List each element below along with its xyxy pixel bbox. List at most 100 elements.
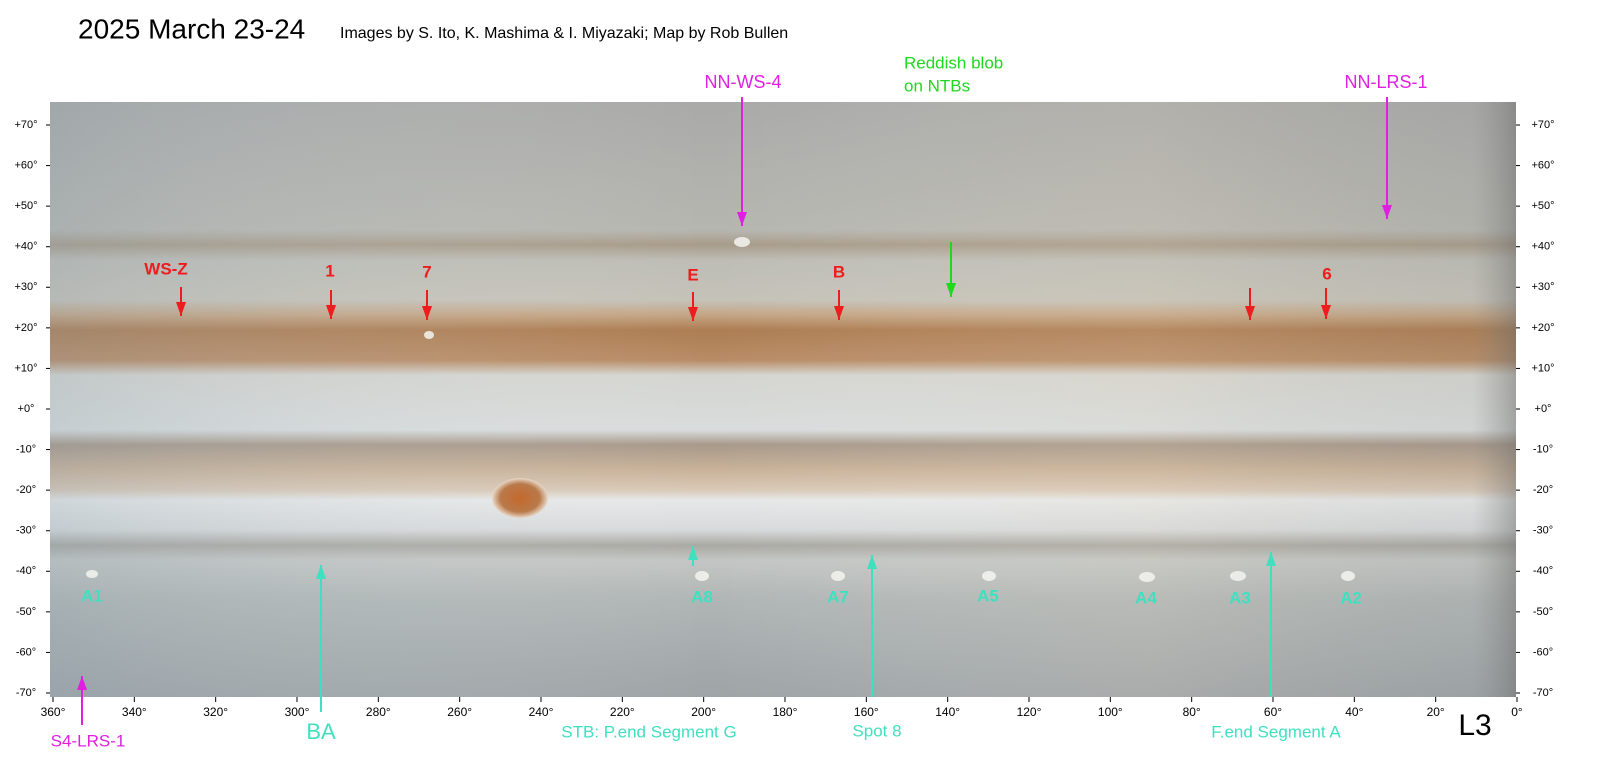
oval bbox=[831, 571, 845, 581]
lat-label: +30° bbox=[1531, 281, 1554, 293]
lon-label: 360° bbox=[41, 705, 66, 719]
lat-label: -10° bbox=[1533, 443, 1553, 455]
oval bbox=[1139, 572, 1155, 582]
oval bbox=[695, 571, 709, 581]
lat-label: +0° bbox=[18, 403, 35, 415]
annotation-label: 6 bbox=[1322, 264, 1331, 283]
lon-label: 280° bbox=[366, 705, 391, 719]
lat-label: +50° bbox=[14, 200, 37, 212]
arrow-head bbox=[946, 283, 956, 297]
lon-label: 200° bbox=[691, 705, 716, 719]
annotation-label: A1 bbox=[81, 586, 103, 605]
lat-label: -30° bbox=[1533, 525, 1553, 537]
lon-label: 100° bbox=[1098, 705, 1123, 719]
annotation-label: A3 bbox=[1229, 588, 1251, 607]
lat-label: +10° bbox=[14, 362, 37, 374]
annotation-label: STB: P.end Segment G bbox=[561, 722, 736, 741]
annotation-label: NN-WS-4 bbox=[705, 72, 782, 92]
lon-label: 60° bbox=[1264, 705, 1282, 719]
lon-label: 240° bbox=[529, 705, 554, 719]
arrow-head bbox=[688, 546, 698, 560]
lat-label: -20° bbox=[1533, 484, 1553, 496]
annotation-label: on NTBs bbox=[904, 76, 970, 95]
lon-label: 340° bbox=[122, 705, 147, 719]
oval bbox=[982, 571, 996, 581]
lat-label: -50° bbox=[1533, 606, 1553, 618]
lon-label: 160° bbox=[854, 705, 879, 719]
annotation-label: 1 bbox=[325, 261, 334, 280]
oval bbox=[734, 237, 750, 247]
arrow-head bbox=[77, 676, 87, 690]
lat-label: -40° bbox=[16, 565, 36, 577]
lat-label: -40° bbox=[1533, 565, 1553, 577]
arrow-head bbox=[688, 307, 698, 321]
annotation-label: WS-Z bbox=[144, 259, 187, 278]
oval bbox=[1230, 571, 1246, 581]
lon-label: 120° bbox=[1017, 705, 1042, 719]
lat-label: -50° bbox=[16, 606, 36, 618]
oval bbox=[1341, 571, 1355, 581]
lat-label: -70° bbox=[16, 687, 36, 699]
annotation-label: NN-LRS-1 bbox=[1344, 72, 1427, 92]
lat-label: +40° bbox=[14, 241, 37, 253]
lat-label: +10° bbox=[1531, 362, 1554, 374]
credit: Images by S. Ito, K. Mashima & I. Miyaza… bbox=[340, 25, 788, 42]
lat-label: +40° bbox=[1531, 241, 1554, 253]
annotation-label: A5 bbox=[977, 586, 999, 605]
annotation-label: A2 bbox=[1340, 588, 1362, 607]
map-shading bbox=[50, 102, 1516, 697]
oval bbox=[424, 331, 434, 339]
lon-label: 40° bbox=[1345, 705, 1363, 719]
annotation-label: F.end Segment A bbox=[1211, 722, 1341, 741]
arrow-head bbox=[1382, 205, 1392, 219]
filter-label: L3 bbox=[1458, 709, 1491, 742]
lat-label: +20° bbox=[14, 322, 37, 334]
lat-label: +70° bbox=[1531, 119, 1554, 131]
lat-label: +0° bbox=[1535, 403, 1552, 415]
arrow-head bbox=[176, 302, 186, 316]
lat-label: +60° bbox=[1531, 159, 1554, 171]
annotation-label: E bbox=[687, 265, 698, 284]
lat-label: -30° bbox=[16, 525, 36, 537]
lat-label: -60° bbox=[16, 646, 36, 658]
arrow-head bbox=[316, 565, 326, 579]
lon-label: 80° bbox=[1183, 705, 1201, 719]
arrow-head bbox=[1321, 305, 1331, 319]
lat-label: +30° bbox=[14, 281, 37, 293]
lon-label: 20° bbox=[1427, 705, 1445, 719]
lon-label: 140° bbox=[935, 705, 960, 719]
lon-label: 320° bbox=[203, 705, 228, 719]
lat-label: -10° bbox=[16, 443, 36, 455]
arrow-head bbox=[1266, 552, 1276, 566]
lat-label: -60° bbox=[1533, 646, 1553, 658]
title: 2025 March 23-24 bbox=[78, 13, 305, 44]
annotation-label: Spot 8 bbox=[852, 721, 901, 740]
arrow-head bbox=[326, 305, 336, 319]
arrow-head bbox=[422, 306, 432, 320]
arrow-head bbox=[1245, 306, 1255, 320]
annotation-label: A7 bbox=[827, 587, 849, 606]
white-ovals bbox=[86, 237, 1355, 582]
lon-label: 180° bbox=[773, 705, 798, 719]
lat-label: -20° bbox=[16, 484, 36, 496]
annotation-label: S4-LRS-1 bbox=[51, 731, 126, 750]
lat-label: -70° bbox=[1533, 687, 1553, 699]
lon-label: 300° bbox=[285, 705, 310, 719]
lon-label: 0° bbox=[1511, 705, 1523, 719]
lat-label: +20° bbox=[1531, 322, 1554, 334]
great-red-spot bbox=[492, 478, 548, 518]
lat-label: +60° bbox=[14, 159, 37, 171]
lat-label: +50° bbox=[1531, 200, 1554, 212]
annotation-label: 7 bbox=[422, 262, 431, 281]
annotation-label: BA bbox=[306, 719, 336, 744]
oval bbox=[86, 570, 98, 578]
annotation-label: A8 bbox=[691, 587, 713, 606]
arrow-head bbox=[867, 555, 877, 569]
annotation-label: B bbox=[833, 262, 845, 281]
annotation-label: Reddish blob bbox=[904, 53, 1003, 72]
lon-label: 220° bbox=[610, 705, 635, 719]
annotation-label: A4 bbox=[1135, 588, 1157, 607]
arrow-head bbox=[737, 212, 747, 226]
lat-label: +70° bbox=[14, 119, 37, 131]
